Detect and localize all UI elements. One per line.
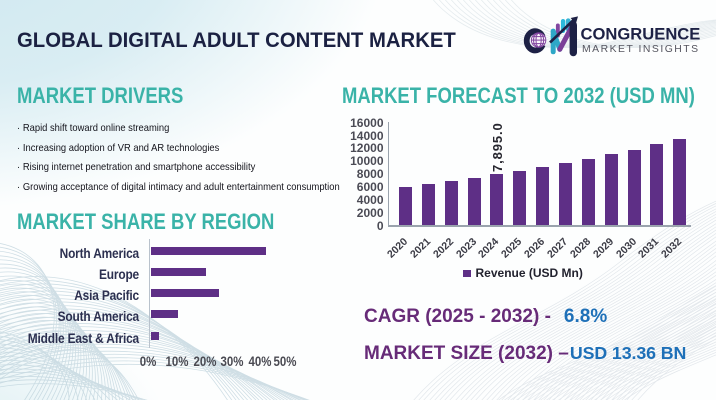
svg-text:MARKET INSIGHTS: MARKET INSIGHTS xyxy=(582,44,700,55)
svg-text:CONGRUENCE: CONGRUENCE xyxy=(581,25,701,44)
